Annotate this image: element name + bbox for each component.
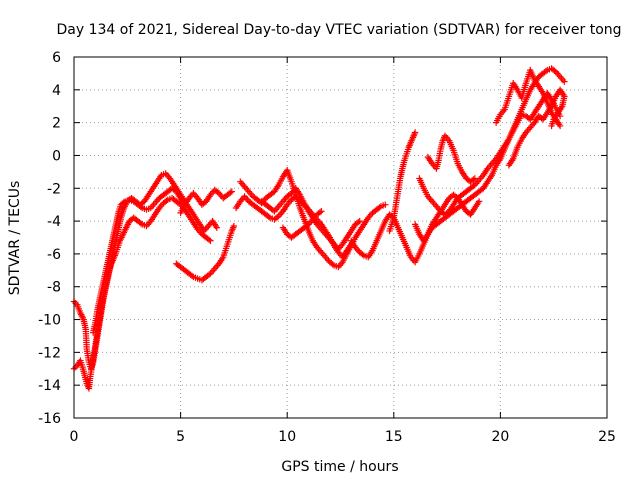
data-point-marker — [318, 208, 325, 215]
y-tick-label: -6 — [47, 247, 61, 263]
data-point-marker — [137, 220, 145, 227]
data-point-marker — [475, 198, 483, 205]
data-point-marker — [356, 217, 363, 225]
data-point-marker — [548, 122, 555, 130]
y-tick-label: -10 — [38, 313, 61, 329]
x-tick-label: 5 — [176, 429, 185, 445]
data-point-marker — [205, 236, 213, 243]
data-point-marker — [556, 122, 564, 130]
data-point-marker — [551, 67, 558, 74]
y-tick-label: -2 — [47, 181, 61, 197]
axis-ticks — [73, 56, 608, 419]
y-tick-label: -8 — [47, 280, 61, 296]
data-point-marker — [137, 203, 145, 211]
y-tick-label: -14 — [38, 378, 61, 394]
data-point-marker — [561, 78, 568, 85]
x-tick-label: 25 — [598, 429, 616, 445]
data-point-marker — [205, 271, 213, 278]
data-point-marker — [411, 129, 419, 136]
data-point-marker — [470, 182, 477, 190]
data-point-marker — [376, 204, 383, 211]
data-point-marker — [471, 175, 479, 182]
data-point-marker — [230, 222, 238, 230]
y-tick-label: 6 — [52, 50, 61, 66]
y-tick-label: 0 — [52, 148, 61, 164]
data-point-marker — [120, 199, 127, 206]
data-markers — [70, 65, 568, 392]
x-tick-label: 20 — [491, 429, 509, 445]
data-point-marker — [213, 224, 221, 231]
plot-frame — [73, 56, 608, 419]
y-tick-label: -16 — [38, 411, 61, 427]
data-point-marker — [542, 68, 550, 75]
x-tick-label: 10 — [278, 429, 296, 445]
data-point-marker — [207, 237, 214, 244]
data-point-marker — [214, 188, 221, 196]
data-point-marker — [286, 191, 294, 198]
x-tick-label: 0 — [70, 429, 79, 445]
y-tick-label: 2 — [52, 116, 61, 132]
y-tick-label: -4 — [47, 214, 61, 230]
data-point-marker — [329, 261, 336, 268]
data-point-marker — [163, 197, 170, 205]
data-point-marker — [188, 272, 196, 279]
data-point-marker — [265, 213, 272, 220]
y-axis-label: SDTVAR / TECUs — [7, 181, 23, 296]
y-tick-label: 4 — [52, 83, 61, 99]
data-point-marker — [227, 189, 234, 196]
y-axis-tick-labels: -16 -14 -12 -10 -8 -6 -4 -2 0 2 4 6 — [38, 50, 61, 427]
chart-title: Day 134 of 2021, Sidereal Day-to-day VTE… — [56, 22, 621, 38]
x-axis-tick-labels: 0 5 10 15 20 25 — [70, 429, 616, 445]
data-point-marker — [355, 218, 362, 226]
data-point-marker — [303, 222, 311, 229]
x-axis-label: GPS time / hours — [281, 459, 398, 475]
data-point-marker — [316, 209, 324, 216]
y-tick-label: -12 — [38, 345, 61, 361]
data-point-marker — [470, 176, 477, 183]
data-point-marker — [359, 251, 366, 258]
data-point-marker — [228, 188, 235, 195]
data-point-marker — [382, 201, 389, 208]
grid-lines — [74, 57, 607, 418]
data-point-marker — [274, 214, 281, 221]
x-tick-label: 15 — [385, 429, 403, 445]
